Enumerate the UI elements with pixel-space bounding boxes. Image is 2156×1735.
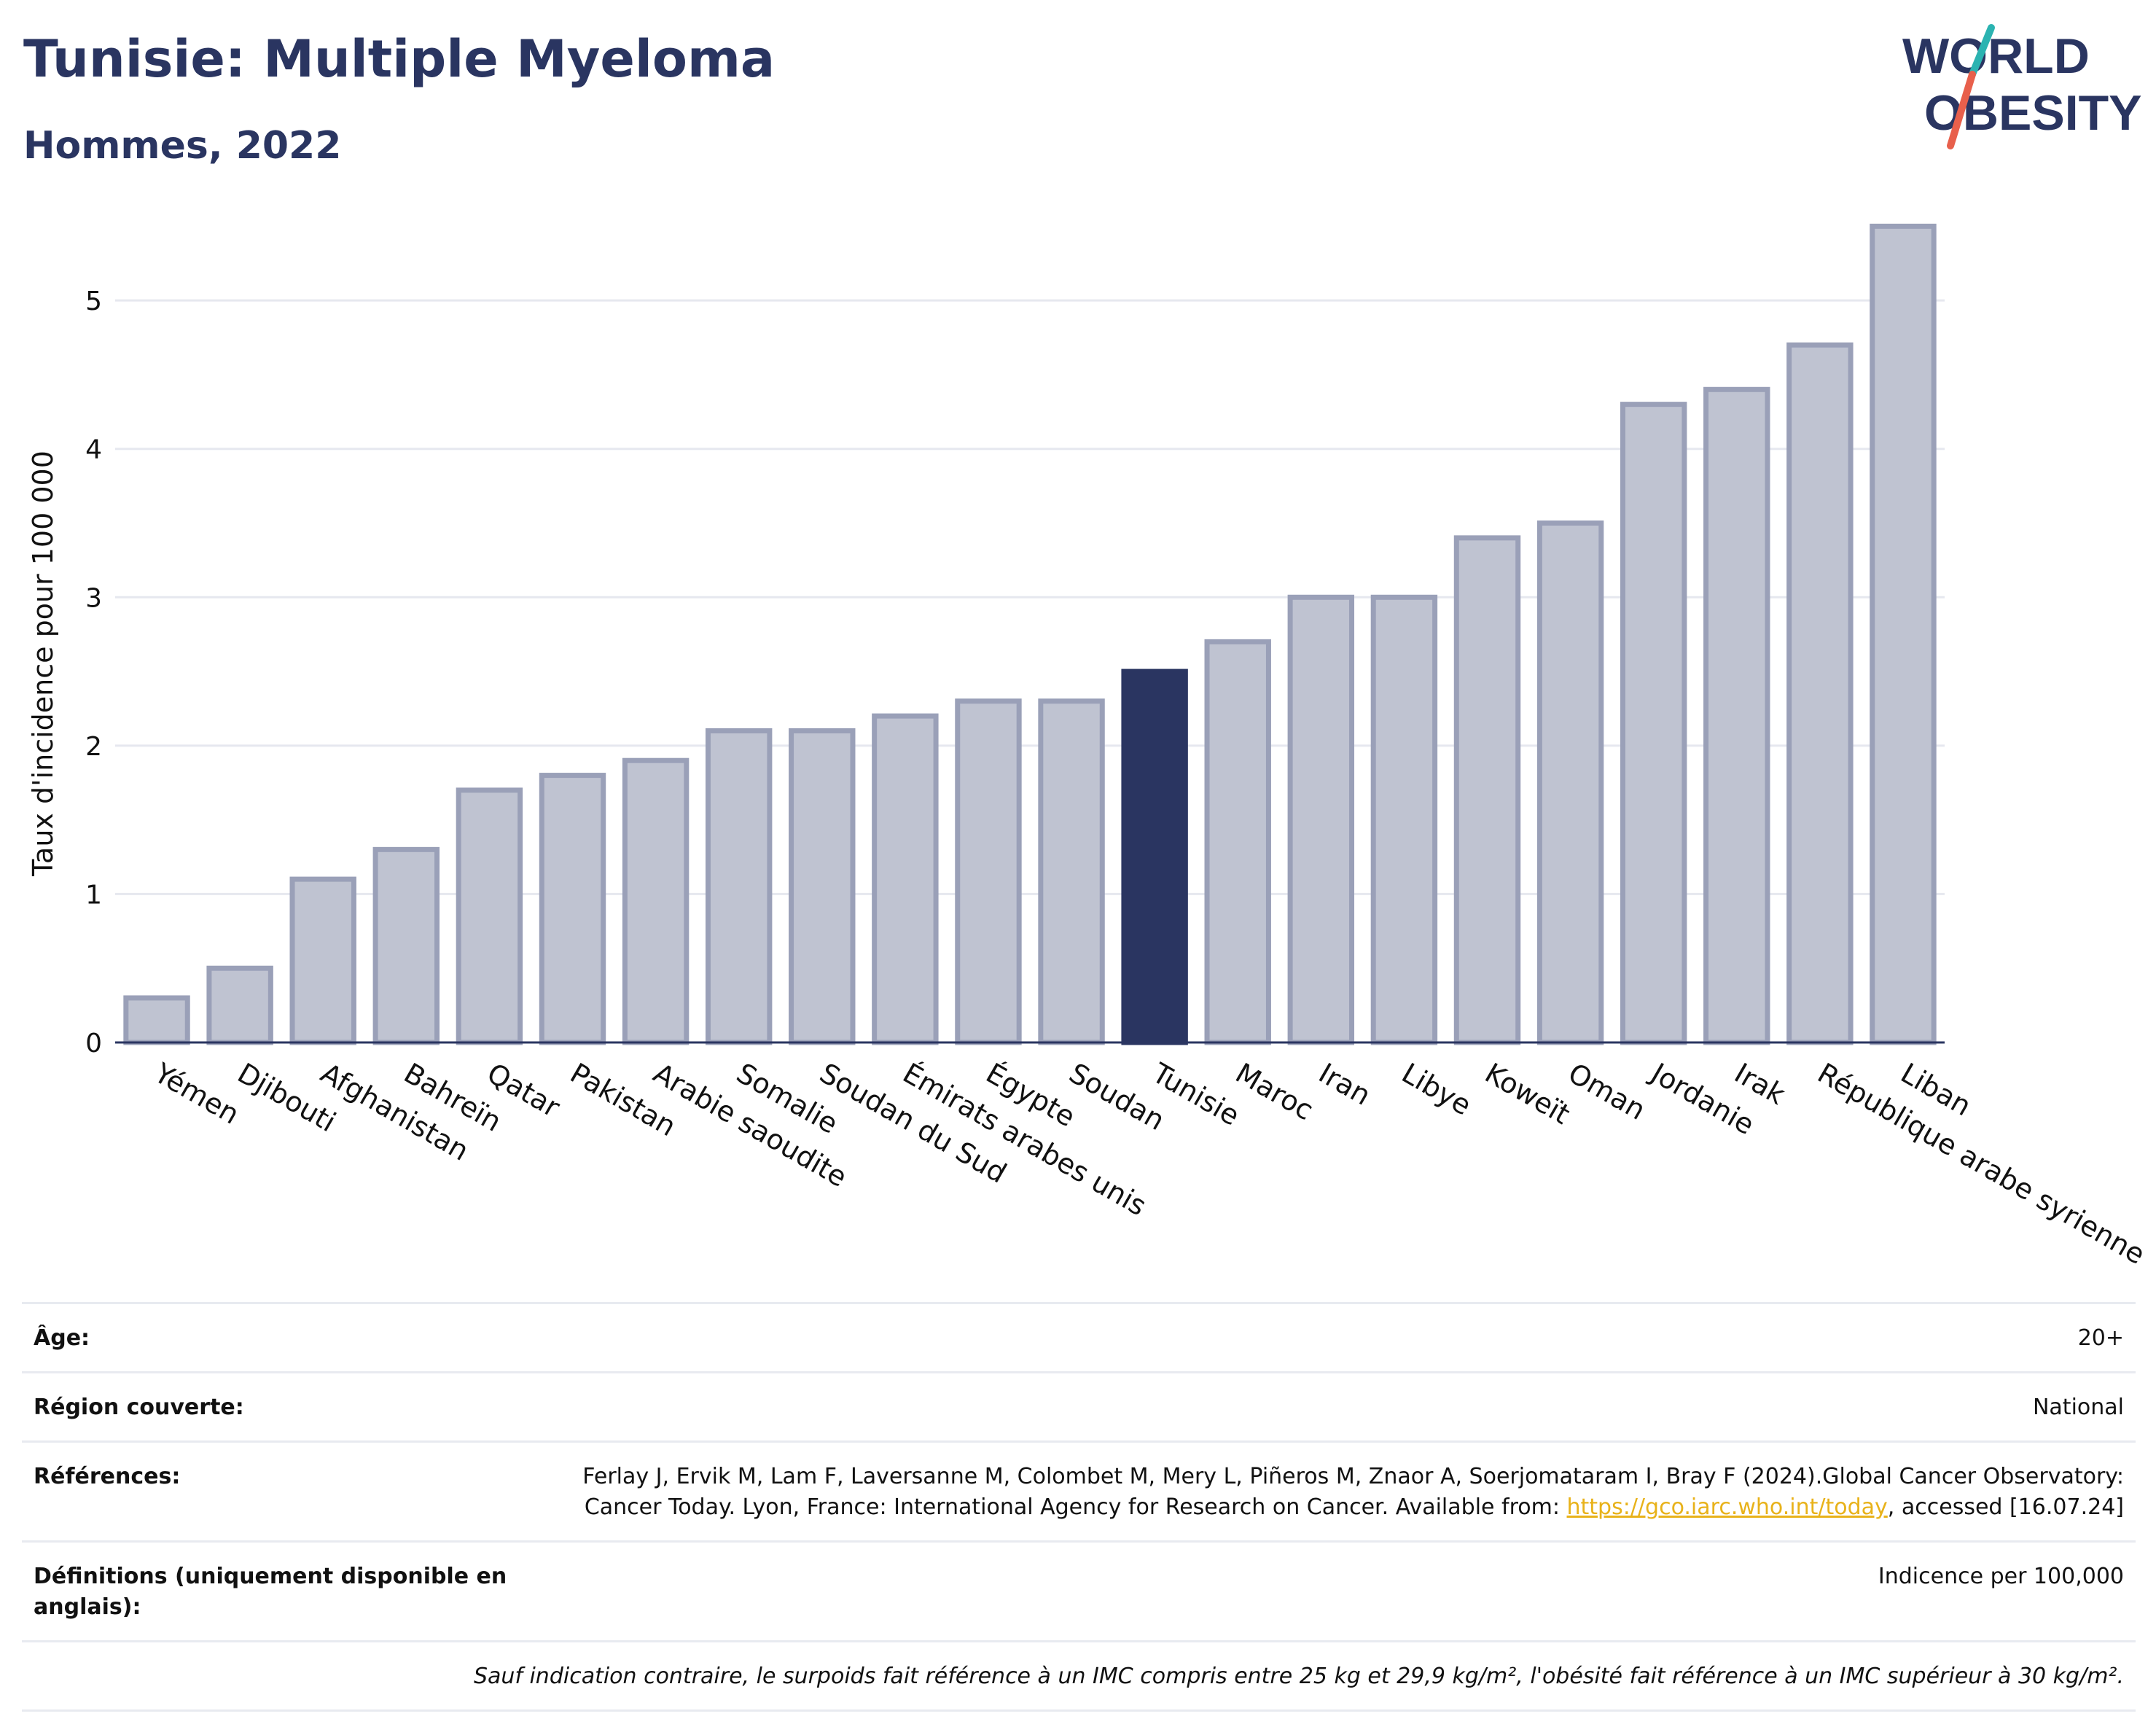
info-row-age: Âge: 20+ xyxy=(22,1302,2136,1371)
info-row-region: Région couverte: National xyxy=(22,1371,2136,1440)
x-tick-label: Koweït xyxy=(1480,1057,1575,1131)
bar[interactable] xyxy=(1620,402,1687,1045)
bar[interactable] xyxy=(1121,668,1188,1045)
logo-line1: WORLD xyxy=(1902,28,2090,84)
bar-chart: 012345YémenDjiboutiAfghanistanBahreïnQat… xyxy=(27,223,2150,1271)
bar[interactable] xyxy=(123,995,190,1045)
region-label: Région couverte: xyxy=(34,1395,244,1420)
references-suffix: , accessed [16.07.24] xyxy=(1887,1494,2124,1520)
logo-slash-teal-icon xyxy=(1969,24,1995,78)
x-tick-label: Oman xyxy=(1563,1057,1651,1126)
age-value: 20+ xyxy=(2077,1325,2124,1351)
x-tick-label: Maroc xyxy=(1230,1057,1319,1127)
footnote: Sauf indication contraire, le surpoids f… xyxy=(473,1664,2124,1689)
age-label: Âge: xyxy=(34,1325,90,1351)
y-tick-label: 2 xyxy=(85,732,102,762)
info-row-references: Références: Ferlay J, Ervik M, Lam F, La… xyxy=(22,1440,2136,1540)
y-tick-label: 3 xyxy=(85,583,102,613)
logo-slash-red-icon xyxy=(1947,71,1976,149)
bar[interactable] xyxy=(872,713,939,1045)
bar[interactable] xyxy=(789,728,856,1045)
references-value: Ferlay J, Ervik M, Lam F, Laversanne M, … xyxy=(529,1462,2124,1523)
bar[interactable] xyxy=(955,698,1022,1045)
bar[interactable] xyxy=(456,787,523,1045)
bar[interactable] xyxy=(1786,342,1854,1045)
page-title: Tunisie: Multiple Myeloma xyxy=(23,29,776,89)
info-row-note: Sauf indication contraire, le surpoids f… xyxy=(22,1640,2136,1712)
x-tick-label: Iran xyxy=(1313,1057,1376,1112)
info-row-definitions: Définitions (uniquement disponible en an… xyxy=(22,1540,2136,1640)
y-tick-label: 0 xyxy=(85,1029,102,1058)
bar[interactable] xyxy=(1370,594,1438,1045)
y-axis-label: Taux d'incidence pour 100 000 xyxy=(27,451,59,877)
bar[interactable] xyxy=(289,876,356,1045)
bar[interactable] xyxy=(1453,535,1521,1045)
x-tick-label: Soudan xyxy=(1064,1057,1171,1137)
x-tick-label: Yémen xyxy=(149,1056,245,1131)
bar[interactable] xyxy=(622,757,690,1045)
x-tick-label: Libye xyxy=(1397,1057,1477,1122)
region-value: National xyxy=(2032,1395,2124,1420)
page-subtitle: Hommes, 2022 xyxy=(23,124,342,168)
definitions-label: Définitions (uniquement disponible en an… xyxy=(34,1564,507,1620)
references-text: Ferlay J, Ervik M, Lam F, Laversanne M, … xyxy=(582,1464,2124,1520)
references-link[interactable]: https://gco.iarc.who.int/today xyxy=(1566,1494,1888,1520)
bar[interactable] xyxy=(1204,639,1271,1045)
bar[interactable] xyxy=(1536,520,1604,1045)
bar[interactable] xyxy=(705,728,773,1045)
bar[interactable] xyxy=(372,846,440,1045)
chart-bars xyxy=(123,223,1937,1045)
y-tick-label: 4 xyxy=(85,435,102,465)
info-table: Âge: 20+ Région couverte: National Référ… xyxy=(22,1302,2136,1712)
y-tick-label: 1 xyxy=(85,880,102,910)
definitions-value: Indicence per 100,000 xyxy=(1878,1564,2124,1589)
bar[interactable] xyxy=(1870,223,1937,1045)
bar[interactable] xyxy=(1287,594,1355,1045)
world-obesity-logo: WORLD OBESITY xyxy=(1902,24,2142,149)
references-label: Références: xyxy=(34,1464,181,1489)
y-tick-label: 5 xyxy=(85,286,102,316)
bar[interactable] xyxy=(539,773,606,1045)
bar[interactable] xyxy=(1703,386,1770,1045)
bar[interactable] xyxy=(206,965,273,1045)
x-tick-label: République arabe syrienne xyxy=(1812,1057,2150,1271)
bar[interactable] xyxy=(1038,698,1105,1045)
